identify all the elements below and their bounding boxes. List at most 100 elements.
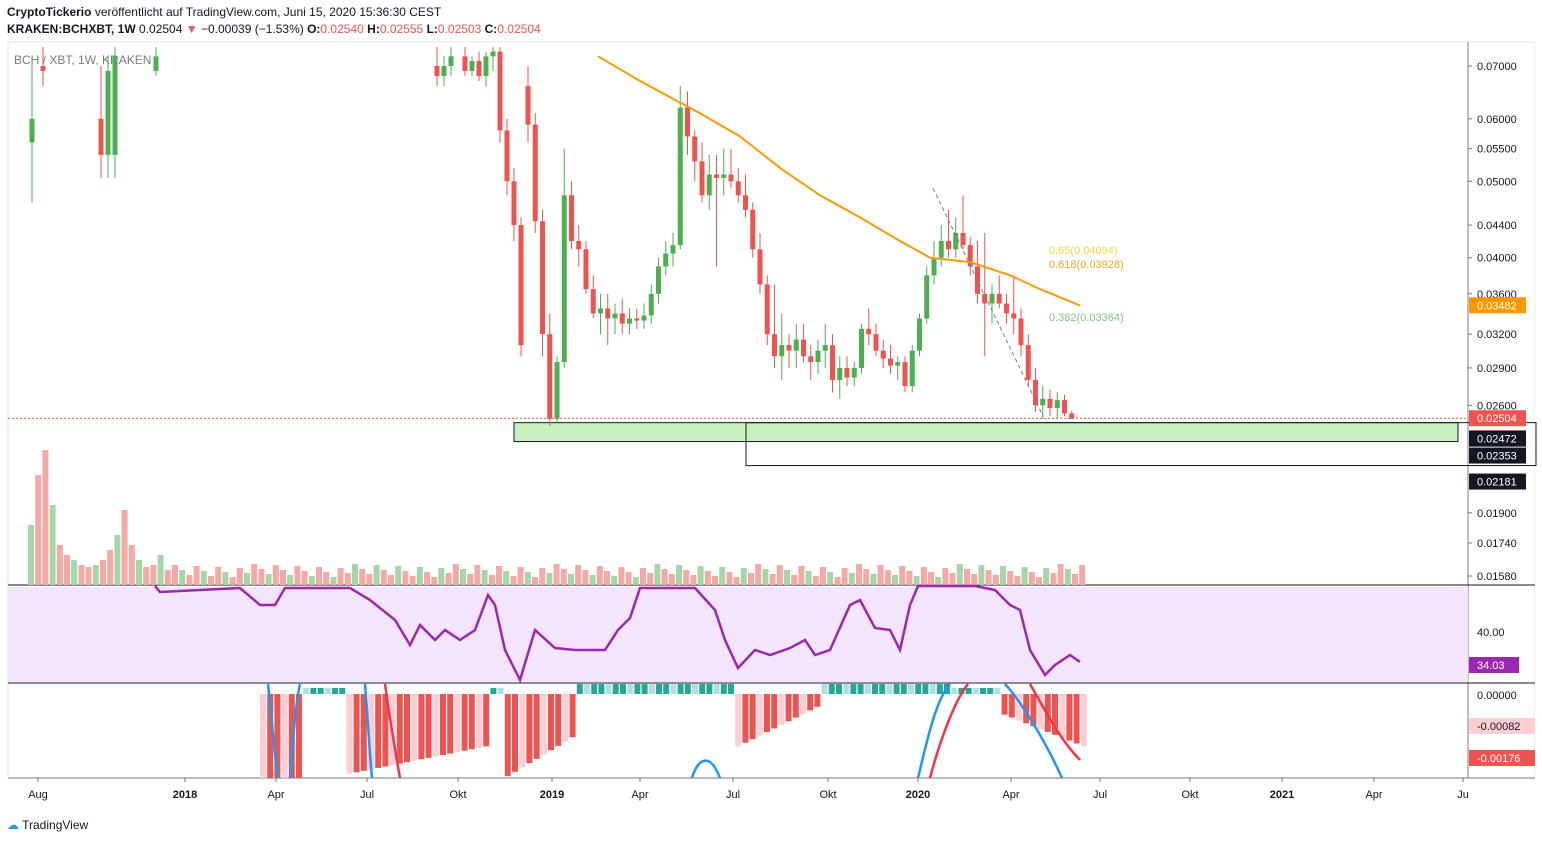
volume-bar <box>690 575 697 585</box>
price-axis-badge <box>1469 410 1526 427</box>
signal-line <box>383 683 1081 779</box>
candle-body <box>561 195 567 363</box>
candle-body <box>960 232 966 246</box>
time-axis-label: 2019 <box>540 789 564 801</box>
close-value: 0.02504 <box>497 22 541 36</box>
volume-bar <box>632 577 639 585</box>
macd-histogram-bar <box>447 694 454 754</box>
signal-badge <box>1469 750 1535 766</box>
volume-bar <box>1050 573 1057 585</box>
candle-body <box>996 293 1002 304</box>
volume-bar <box>1007 571 1014 585</box>
volume-bar <box>452 564 459 585</box>
candle-body <box>663 253 669 267</box>
candle-body <box>793 339 799 351</box>
macd-histogram-bar <box>310 688 317 694</box>
volume-bar <box>35 475 42 585</box>
chart-header-line2: KRAKEN:BCHXBT, 1W 0.02504 ▼ −0.00039 (−1… <box>7 22 541 36</box>
volume-bar <box>769 574 776 585</box>
volume-bar <box>647 573 654 585</box>
macd-histogram-bar <box>785 694 792 722</box>
macd-histogram-bar <box>843 684 850 694</box>
volume-bar <box>373 565 380 585</box>
price-axis-badge-label: 0.02504 <box>1477 413 1517 425</box>
price-tick-label: 0.07000 <box>1477 61 1517 73</box>
macd-histogram-bar <box>562 694 569 742</box>
macd-histogram-bar <box>864 684 871 694</box>
symbol-watermark: BCH / XBT, 1W, KRAKEN <box>14 53 151 67</box>
volume-bar <box>884 570 891 585</box>
candle-body <box>448 56 454 66</box>
price-axis-badge <box>1469 297 1526 314</box>
macd-histogram-bar <box>936 684 943 694</box>
volume-bar <box>964 569 970 585</box>
macd-badge <box>1469 718 1535 734</box>
volume-bar <box>136 560 142 585</box>
price-tick-label: 0.05000 <box>1477 176 1517 188</box>
macd-histogram-bar <box>317 688 324 694</box>
macd-histogram-bar <box>1052 694 1058 735</box>
volume-bar <box>265 574 272 585</box>
macd-axis-label: 0.00000 <box>1477 690 1517 702</box>
volume-bar <box>798 566 805 585</box>
volume-bar <box>640 568 646 585</box>
candle-body <box>554 362 560 419</box>
candle-body <box>619 313 625 324</box>
volume-bar <box>805 571 812 585</box>
macd-histogram-bar <box>677 684 684 694</box>
fib-level-label: 0.65(0.04094) <box>1049 245 1118 257</box>
volume-bar <box>337 568 344 585</box>
macd-histogram-bar <box>620 684 626 694</box>
price-tick-label: 0.04400 <box>1477 220 1517 232</box>
tradingview-logo[interactable]: ☁ TradingView <box>7 818 88 832</box>
volume-bar <box>748 573 754 585</box>
macd-histogram-bar <box>764 694 770 732</box>
price-axis-badge-label: 0.02181 <box>1477 477 1517 489</box>
volume-bar <box>416 567 423 585</box>
volume-bar <box>28 525 34 585</box>
macd-histogram-bar <box>821 684 828 694</box>
volume-bar <box>100 560 106 585</box>
volume-bar <box>568 574 574 585</box>
candle-body <box>483 56 489 76</box>
time-axis-label: Jul <box>360 789 374 801</box>
chart-header-line1: CryptoTickerio veröffentlicht auf Tradin… <box>7 5 441 19</box>
range-box <box>745 422 1537 467</box>
candle-body <box>844 367 850 378</box>
macd-histogram-bar <box>807 694 814 711</box>
candle-body <box>714 174 719 178</box>
volume-bar <box>762 569 769 585</box>
macd-histogram-bar <box>339 688 346 694</box>
volume-bar <box>812 576 819 585</box>
candle-body <box>656 266 661 294</box>
time-axis-label: 2018 <box>173 789 197 801</box>
macd-histogram-bar <box>468 694 475 750</box>
volume-bar <box>704 571 711 585</box>
candle-body <box>685 107 690 137</box>
macd-histogram-bar <box>627 684 634 694</box>
volume-bar <box>517 567 524 585</box>
candle-body <box>967 245 973 267</box>
macd-histogram-bar <box>756 694 763 736</box>
volume-bar <box>150 565 157 585</box>
macd-histogram-bar <box>720 684 727 694</box>
macd-value-label: -0.00082 <box>1477 721 1520 733</box>
volume-bar <box>1043 568 1050 585</box>
volume-bar <box>992 575 999 585</box>
candle-body <box>989 293 995 304</box>
macd-histogram-bar <box>346 694 353 774</box>
author-name[interactable]: CryptoTickerio <box>7 5 92 19</box>
volume-bar <box>1014 576 1021 585</box>
macd-histogram-bar <box>656 684 662 694</box>
volume-bar <box>85 567 92 585</box>
volume-bar <box>784 570 790 585</box>
candle-body <box>750 209 756 250</box>
volume-bar <box>733 577 740 585</box>
time-axis-label: Apr <box>1002 789 1019 801</box>
candle-body <box>590 289 596 314</box>
volume-bar <box>330 577 337 585</box>
volume-bar <box>179 570 186 585</box>
macd-histogram <box>260 684 1087 778</box>
candle-body <box>801 339 806 357</box>
